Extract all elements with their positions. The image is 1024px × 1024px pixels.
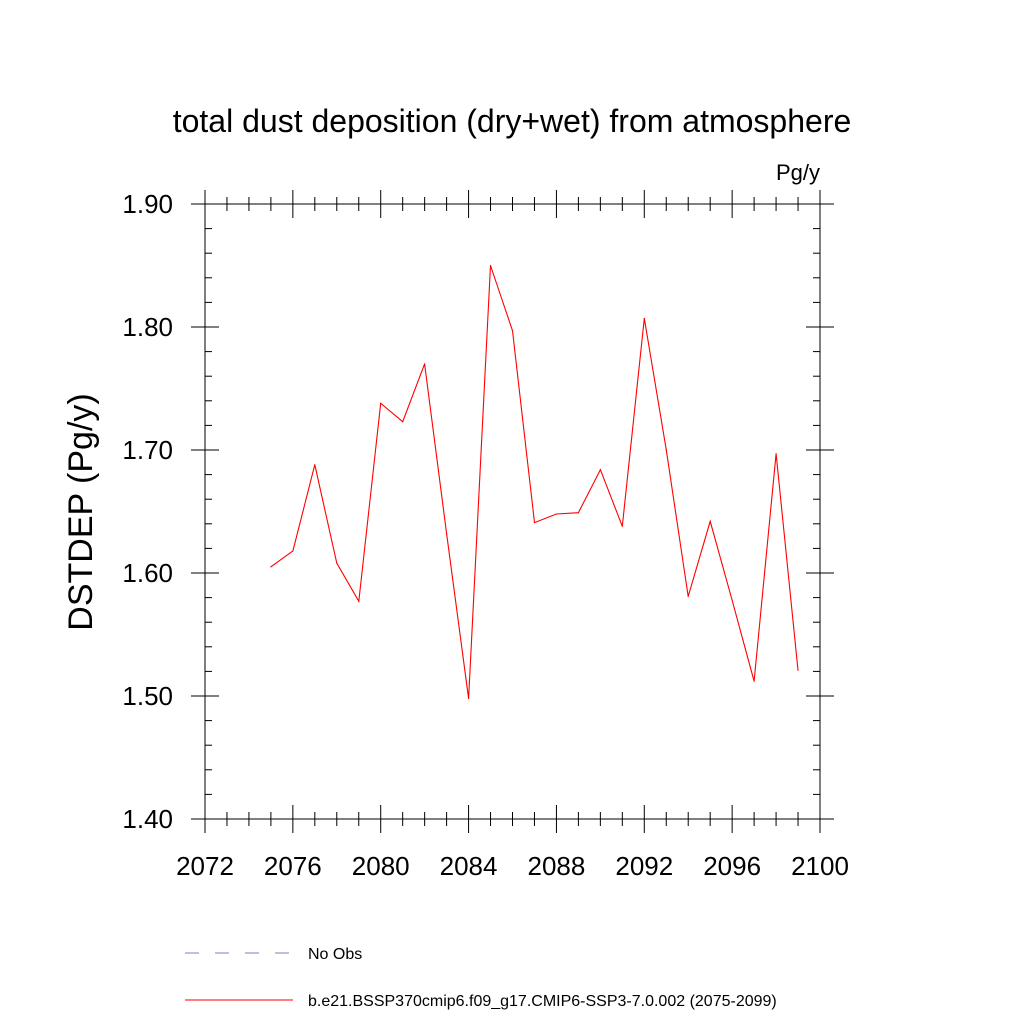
data-point (577, 512, 579, 514)
data-point (358, 600, 360, 602)
x-tick-label: 2084 (440, 851, 498, 881)
y-tick-label: 1.70 (122, 435, 173, 465)
x-tick-label: 2088 (528, 851, 586, 881)
data-point (599, 469, 601, 471)
data-point (292, 550, 294, 552)
x-tick-label: 2072 (176, 851, 234, 881)
data-point (709, 520, 711, 522)
plot-frame (204, 203, 821, 820)
data-point (753, 680, 755, 682)
data-point (446, 533, 448, 535)
data-point (643, 317, 645, 319)
series-layer (270, 264, 799, 700)
data-point (533, 521, 536, 524)
data-point (511, 330, 514, 332)
data-point (467, 697, 470, 700)
data-point (314, 464, 316, 466)
y-tick-label: 1.90 (122, 189, 173, 219)
y-axis-label: DSTDEP (Pg/y) (62, 393, 100, 630)
data-point (380, 402, 382, 404)
x-tick-label: 2080 (352, 851, 410, 881)
data-point (665, 449, 667, 451)
x-tick-label: 2096 (703, 851, 761, 881)
data-point (270, 566, 272, 568)
chart-title: total dust deposition (dry+wet) from atm… (173, 103, 852, 139)
data-point (775, 453, 777, 455)
data-point (621, 525, 623, 527)
y-tick-label: 1.40 (122, 804, 173, 834)
legend-label-model: b.e21.BSSP370cmip6.f09_g17.CMIP6-SSP3-7.… (308, 993, 777, 1010)
units-label: Pg/y (776, 160, 820, 185)
data-point (489, 264, 492, 267)
data-point (797, 669, 799, 671)
data-point (424, 363, 426, 365)
y-tick-label: 1.60 (122, 558, 173, 588)
x-tick-label: 2092 (615, 851, 673, 881)
data-point (687, 595, 689, 597)
series-line-model (270, 265, 799, 699)
y-tick-label: 1.80 (122, 312, 173, 342)
data-point (402, 421, 404, 423)
x-tick-label: 2100 (791, 851, 849, 881)
y-tick-label: 1.50 (122, 681, 173, 711)
data-point (731, 599, 733, 601)
legend: No Obs b.e21.BSSP370cmip6.f09_g17.CMIP6-… (185, 946, 777, 1010)
legend-label-no-obs: No Obs (308, 946, 362, 963)
axes: 2072 2076 2080 2084 2088 2092 2096 2100 1.40 1.50… (122, 189, 849, 881)
data-point (555, 513, 558, 515)
data-point (336, 562, 338, 564)
x-tick-label: 2076 (264, 851, 322, 881)
